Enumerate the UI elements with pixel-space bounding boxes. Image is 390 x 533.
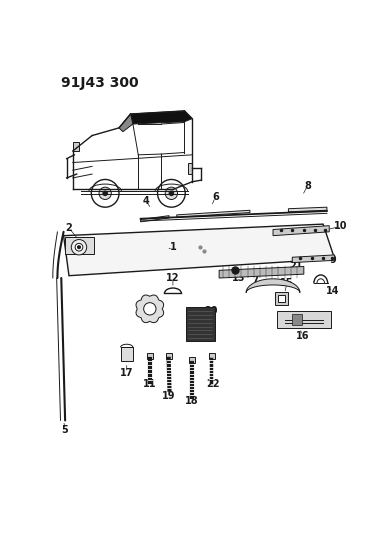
Polygon shape: [292, 255, 335, 263]
Bar: [189, 357, 195, 363]
Bar: [166, 353, 172, 359]
Text: 15: 15: [280, 278, 294, 288]
Text: 4: 4: [143, 196, 149, 206]
Polygon shape: [119, 111, 192, 128]
Text: 22: 22: [206, 378, 220, 389]
Polygon shape: [177, 210, 250, 217]
Text: 11: 11: [143, 378, 156, 389]
Circle shape: [144, 303, 156, 315]
Bar: [292, 314, 301, 325]
Text: 1: 1: [170, 242, 176, 252]
Text: 19: 19: [162, 391, 176, 401]
Bar: [277, 311, 331, 328]
Bar: [186, 308, 215, 341]
Circle shape: [169, 191, 174, 196]
Polygon shape: [289, 207, 327, 212]
Text: 18: 18: [185, 396, 199, 406]
Polygon shape: [64, 224, 335, 276]
Circle shape: [165, 187, 177, 199]
Polygon shape: [246, 279, 300, 293]
Text: 2: 2: [66, 223, 73, 233]
Text: 7: 7: [253, 274, 259, 284]
Circle shape: [99, 187, 111, 199]
Bar: [188, 163, 192, 174]
Polygon shape: [119, 114, 133, 132]
Circle shape: [78, 246, 80, 249]
Text: 17: 17: [120, 368, 133, 378]
Text: 21: 21: [289, 262, 303, 271]
Circle shape: [91, 180, 119, 207]
Bar: [121, 348, 133, 361]
Polygon shape: [136, 295, 164, 322]
Text: 6: 6: [212, 192, 219, 202]
Circle shape: [103, 191, 108, 196]
Text: 91J43 300: 91J43 300: [60, 76, 138, 90]
Circle shape: [158, 180, 185, 207]
Text: 12: 12: [166, 273, 180, 283]
Text: 20: 20: [205, 306, 218, 316]
Bar: [278, 295, 285, 302]
Polygon shape: [140, 216, 169, 222]
Text: 3: 3: [137, 308, 144, 318]
Text: 8: 8: [304, 181, 311, 191]
Text: 13: 13: [232, 273, 245, 283]
Bar: [275, 292, 288, 305]
Text: 14: 14: [326, 286, 340, 296]
Text: 16: 16: [296, 331, 309, 341]
Circle shape: [71, 239, 87, 255]
Bar: [147, 353, 153, 359]
Polygon shape: [219, 266, 304, 278]
Bar: [209, 353, 215, 359]
Text: 5: 5: [62, 425, 69, 435]
Bar: [73, 142, 79, 151]
Bar: [65, 237, 94, 254]
Polygon shape: [273, 225, 329, 236]
Text: 10: 10: [334, 221, 347, 231]
Text: 9: 9: [330, 255, 337, 265]
Circle shape: [75, 244, 83, 251]
